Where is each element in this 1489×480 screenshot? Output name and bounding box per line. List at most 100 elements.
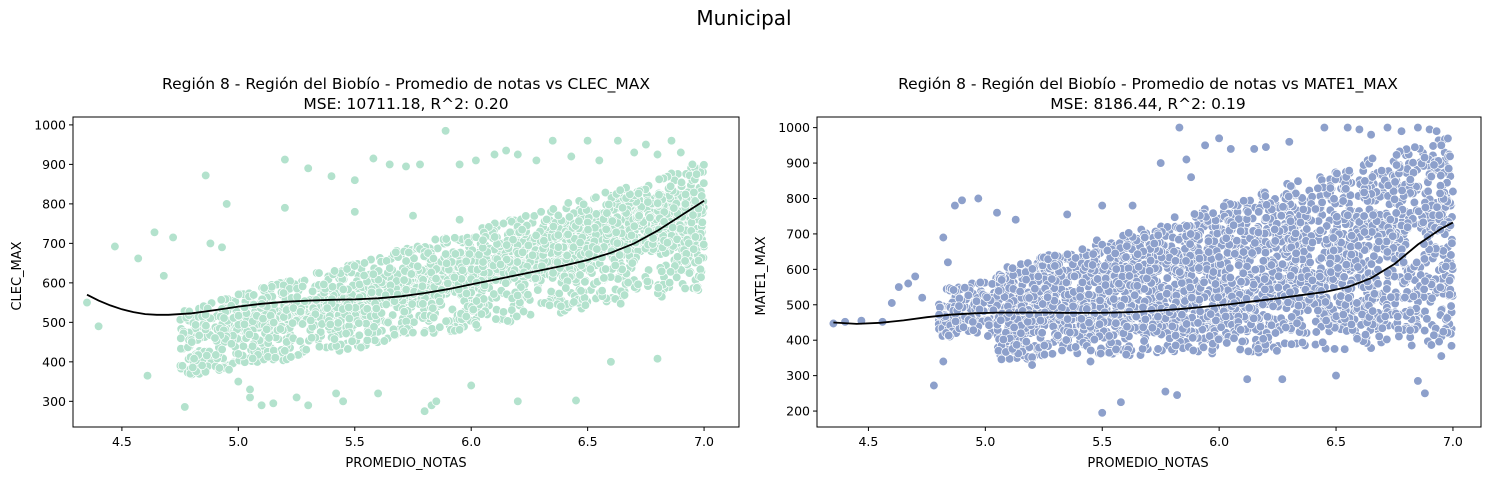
scatter-point — [468, 304, 478, 315]
scatter-point — [1048, 321, 1058, 332]
scatter-point — [512, 257, 523, 267]
scatter-point — [327, 282, 338, 292]
scatter-point — [419, 406, 430, 416]
scatter-point — [262, 324, 272, 334]
scatter-point — [476, 309, 487, 319]
scatter-point — [338, 284, 348, 295]
scatter-point — [982, 292, 992, 303]
scatter-point — [563, 229, 573, 240]
scatter-point — [552, 257, 563, 267]
scatter-point — [984, 320, 994, 330]
scatter-point — [471, 296, 482, 306]
scatter-point — [960, 283, 970, 293]
scatter-point — [513, 149, 523, 160]
scatter-point — [248, 353, 258, 364]
scatter-point — [367, 287, 377, 298]
scatter-point — [245, 384, 255, 395]
scatter-point — [418, 299, 428, 309]
scatter-point — [280, 154, 290, 165]
scatter-point — [399, 275, 409, 285]
scatter-point — [404, 247, 414, 258]
scatter-point — [1409, 197, 1420, 208]
scatter-point — [594, 155, 604, 166]
scatter-point — [623, 277, 633, 288]
scatter-point — [501, 278, 511, 288]
scatter-point — [971, 296, 982, 306]
scatter-point — [142, 371, 153, 381]
scatter-point — [654, 174, 664, 184]
scatter-point — [653, 198, 663, 208]
scatter-point — [580, 300, 591, 310]
scatter-point — [450, 249, 461, 259]
scatter-point — [553, 242, 564, 252]
scatter-point — [268, 398, 278, 408]
scatter-point — [562, 250, 572, 261]
scatter-point — [210, 333, 220, 343]
scatter-point — [369, 322, 379, 332]
scatter-point — [619, 290, 630, 300]
scatter-point — [177, 361, 188, 371]
scatter-point — [373, 388, 383, 399]
scatter-point — [408, 211, 418, 221]
scatter-point — [569, 297, 579, 307]
point-cloud — [934, 133, 1458, 364]
scatter-point — [275, 324, 286, 334]
scatter-point — [429, 312, 439, 323]
scatter-point — [188, 362, 198, 373]
scatter-point — [490, 232, 500, 242]
scatter-point — [329, 334, 340, 344]
scatter-point — [471, 155, 481, 166]
scatter-point — [471, 320, 481, 330]
scatter-point — [634, 211, 644, 221]
scatter-point — [585, 264, 596, 274]
scatter-point — [168, 232, 178, 243]
scatter-point — [325, 319, 335, 330]
scatter-point — [531, 155, 542, 166]
scatter-point — [950, 316, 961, 327]
scatter-point — [696, 272, 706, 282]
scatter-point — [693, 255, 704, 266]
chart-metrics: MSE: 8186.44, R^2: 0.19 — [1050, 95, 1245, 113]
y-axis-label: CLEC_MAX — [10, 241, 25, 310]
scatter-point — [222, 199, 232, 209]
scatter-point — [461, 311, 471, 322]
scatter-point — [1407, 340, 1417, 351]
scatter-point — [297, 319, 308, 329]
scatter-point — [245, 392, 255, 403]
scatter-point — [1446, 341, 1457, 351]
y-tick-label: 600 — [42, 275, 66, 290]
figure-suptitle: Municipal — [696, 6, 791, 30]
scatter-point — [385, 263, 395, 273]
scatter-point — [600, 264, 611, 274]
scatter-point — [599, 273, 609, 283]
scatter-point — [110, 241, 120, 252]
scatter-point — [606, 357, 616, 367]
scatter-point — [249, 290, 259, 300]
scatter-point — [669, 203, 679, 213]
scatter-point — [616, 299, 626, 309]
scatter-point — [697, 217, 707, 228]
scatter-point — [556, 301, 566, 311]
scatter-point — [371, 303, 381, 314]
scatter-point — [381, 299, 391, 310]
scatter-point — [668, 222, 678, 233]
scatter-point — [686, 217, 697, 228]
scatter-point — [539, 236, 549, 246]
scatter-point — [450, 233, 460, 243]
scatter-point — [354, 318, 364, 328]
scatter-point — [201, 321, 211, 331]
scatter-point — [341, 328, 351, 339]
scatter-point — [503, 316, 513, 326]
x-tick-label: 4.5 — [112, 434, 132, 449]
scatter-point — [133, 253, 143, 264]
scatter-point — [518, 247, 528, 257]
scatter-point — [672, 252, 683, 262]
scatter-point — [629, 221, 639, 231]
y-tick-label: 300 — [42, 394, 66, 409]
scatter-point — [368, 269, 378, 279]
scatter-point — [629, 147, 639, 158]
scatter-point — [187, 337, 197, 347]
scatter-point — [247, 341, 258, 351]
y-tick-label: 900 — [42, 157, 66, 172]
scatter-point — [454, 215, 465, 225]
